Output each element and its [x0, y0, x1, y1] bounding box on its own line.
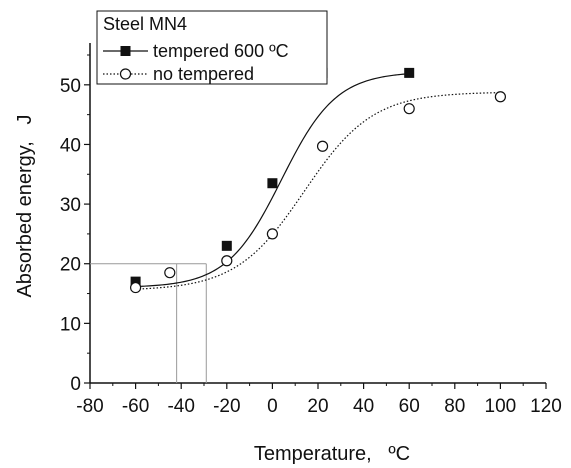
y-tick-label: 0 [70, 374, 81, 395]
data-point-tempered [404, 67, 415, 78]
data-point-no-tempered [266, 228, 278, 240]
data-point-no-tempered [403, 103, 415, 115]
legend-marker-no-tempered [119, 68, 132, 80]
y-tick-label: 30 [60, 195, 81, 216]
data-point-no-tempered [221, 255, 233, 267]
legend-title: Steel MN4 [103, 14, 187, 34]
legend-label-no-tempered: no tempered [153, 64, 254, 84]
x-tick-label: 20 [307, 396, 328, 417]
y-tick-label: 20 [60, 255, 81, 276]
legend-label-tempered: tempered 600 ºC [153, 41, 289, 61]
data-point-no-tempered [130, 281, 142, 294]
x-tick-label: -80 [76, 396, 103, 417]
fit-curve-tempered [135, 73, 410, 288]
y-tick-label: 50 [60, 76, 81, 97]
legend: Steel MN4 tempered 600 ºC no tempered [96, 10, 328, 85]
data-point-no-tempered [316, 140, 329, 152]
fit-curves [135, 73, 501, 290]
x-tick-label: -40 [167, 396, 194, 417]
y-tick-label: 40 [60, 135, 81, 156]
data-point-tempered [221, 240, 232, 251]
reference-lines [90, 263, 207, 383]
x-tick-label: -60 [122, 396, 149, 417]
x-tick-label: 120 [530, 396, 562, 417]
axis-ticks: -80 -60 -40 -20 0 20 40 60 80 100 120 0 10 20 30 40 50 [60, 54, 562, 417]
data-point-no-tempered [494, 91, 506, 103]
x-tick-label: -20 [213, 396, 240, 417]
data-point-tempered [267, 178, 278, 189]
legend-box [96, 10, 328, 85]
y-axis-title: Absorbed energy, J [14, 114, 36, 297]
y-tick-label: 10 [60, 314, 81, 335]
x-tick-label: 100 [485, 396, 517, 417]
x-tick-label: 80 [444, 396, 465, 417]
legend-marker-tempered [120, 46, 131, 56]
x-tick-label: 0 [267, 396, 278, 417]
fit-curve-no-tempered [135, 92, 501, 290]
x-axis-title: Temperature, ºC [254, 443, 410, 465]
data-markers [130, 67, 506, 294]
x-tick-label: 40 [353, 396, 374, 417]
data-point-no-tempered [164, 267, 176, 279]
data-point-tempered [130, 276, 141, 287]
x-tick-label: 60 [399, 396, 420, 417]
